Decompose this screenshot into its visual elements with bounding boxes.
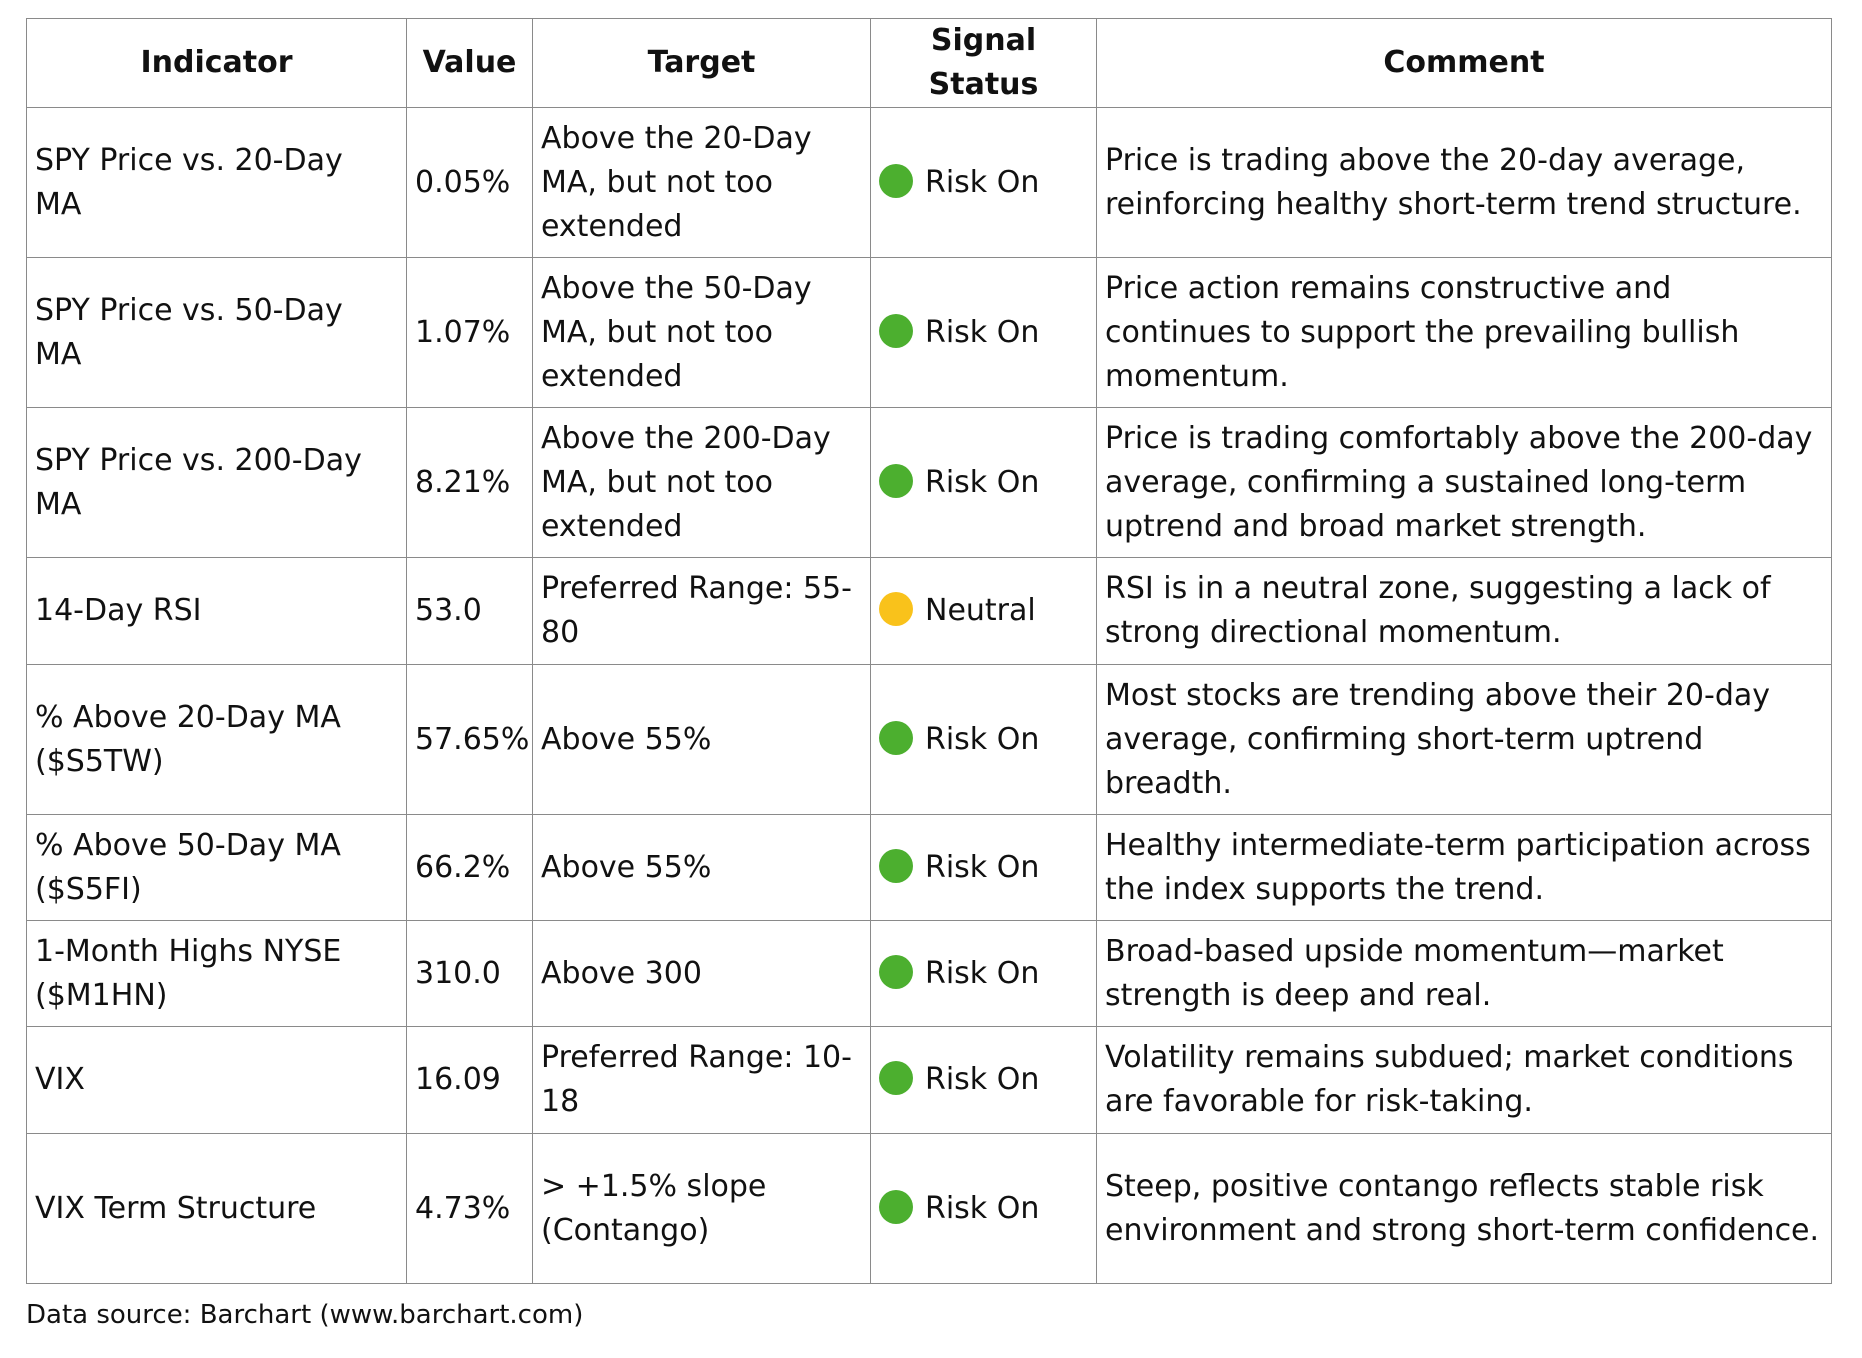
signal-status: Risk On — [925, 314, 1040, 350]
signal-status: Risk On — [925, 955, 1040, 991]
table-cell: 1-Month Highs NYSE ($M1HN) — [26, 920, 407, 1027]
header-cell: Value — [406, 18, 533, 108]
table-row: 14-Day RSI 53.0 Preferred Range: 55-80 Neut… — [26, 557, 1832, 665]
table-cell: % Above 20-Day MA ($S5TW) — [26, 664, 407, 815]
table-row: SPY Price vs. 200-Day MA 8.21% Above the 2… — [26, 407, 1832, 558]
table-cell: Healthy intermediate-term participation … — [1096, 814, 1832, 921]
table-cell: Above 300 — [532, 920, 871, 1027]
table-cell: VIX — [26, 1026, 407, 1134]
table-cell: Price is trading comfortably above the 2… — [1096, 407, 1832, 558]
signal-icon — [879, 954, 913, 989]
table-cell: 53.0 — [406, 557, 533, 665]
table-cell: 310.0 — [406, 920, 533, 1027]
table-cell: Preferred Range: 55-80 — [532, 557, 871, 665]
table-cell: Price is trading above the 20-day averag… — [1096, 107, 1832, 258]
table-cell: 57.65% — [406, 664, 533, 815]
signal-icon — [879, 848, 913, 883]
signal-cell: Risk On — [870, 814, 1097, 921]
table-row: SPY Price vs. 20-Day MA 0.05% Above the 20… — [26, 107, 1832, 258]
table-cell: 16.09 — [406, 1026, 533, 1134]
header-cell: Indicator — [26, 18, 407, 108]
signal-status: Risk On — [925, 1062, 1040, 1097]
signal-cell: Risk On — [870, 664, 1097, 815]
table-cell: Above the 20-Day MA, but not too extende… — [532, 107, 871, 258]
signal-cell: Risk On — [870, 407, 1097, 558]
data-source: Data source: Barchart (www.barchart.com) — [26, 1300, 584, 1330]
signal-icon — [879, 1189, 913, 1224]
table-cell: > +1.5% slope (Contango) — [532, 1133, 871, 1284]
signal-status: Neutral — [925, 593, 1036, 628]
table-cell: SPY Price vs. 200-Day MA — [26, 407, 407, 558]
table-row: SPY Price vs. 50-Day MA 1.07% Above the 50… — [26, 257, 1832, 408]
signal-cell: Risk On — [870, 920, 1097, 1027]
table-cell: Most stocks are trending above their 20-… — [1096, 664, 1832, 815]
signal-status: Risk On — [925, 721, 1040, 757]
signal-icon — [879, 592, 913, 626]
header-cell: Comment — [1096, 18, 1832, 108]
table-cell: 66.2% — [406, 814, 533, 921]
table-cell: 14-Day RSI — [26, 557, 407, 665]
signal-status: Risk On — [925, 464, 1040, 500]
signal-cell: Risk On — [870, 107, 1097, 258]
table-cell: % Above 50-Day MA ($S5FI) — [26, 814, 407, 921]
signal-icon — [879, 463, 913, 498]
table-cell: Steep, positive contango reflects stable… — [1096, 1133, 1832, 1284]
signal-icon — [879, 1061, 913, 1095]
table-cell: VIX Term Structure — [26, 1133, 407, 1284]
table-row: 1-Month Highs NYSE ($M1HN) 310.0 Above 300… — [26, 920, 1832, 1027]
table-cell: SPY Price vs. 50-Day MA — [26, 257, 407, 408]
table-row: VIX Term Structure 4.73% > +1.5% slope (Co… — [26, 1133, 1832, 1284]
signal-cell: Risk On — [870, 1026, 1097, 1134]
table-cell: 0.05% — [406, 107, 533, 258]
table-cell: SPY Price vs. 20-Day MA — [26, 107, 407, 258]
header-row: Indicator Value Target Signal Status Comment — [26, 18, 1832, 108]
header-cell: Signal Status — [870, 18, 1097, 108]
table-row: % Above 50-Day MA ($S5FI) 66.2% Above 55% R… — [26, 814, 1832, 921]
table-cell: RSI is in a neutral zone, suggesting a l… — [1096, 557, 1832, 665]
table-row: % Above 20-Day MA ($S5TW) 57.65% Above 55%… — [26, 664, 1832, 815]
signal-icon — [879, 163, 913, 198]
table-cell: 4.73% — [406, 1133, 533, 1284]
table-cell: Above 55% — [532, 814, 871, 921]
table-cell: Preferred Range: 10-18 — [532, 1026, 871, 1134]
signal-cell: Risk On — [870, 1133, 1097, 1284]
signal-status: Risk On — [925, 849, 1040, 885]
table-cell: 8.21% — [406, 407, 533, 558]
table-cell: Price action remains constructive and co… — [1096, 257, 1832, 408]
signal-status: Risk On — [925, 1190, 1040, 1226]
signal-icon — [879, 313, 913, 348]
signal-cell: Neutral — [870, 557, 1097, 665]
table-row: VIX 16.09 Preferred Range: 10-18 Risk On Vol… — [26, 1026, 1832, 1134]
signal-icon — [879, 720, 913, 755]
signal-cell: Risk On — [870, 257, 1097, 408]
table-cell: Above the 50-Day MA, but not too extende… — [532, 257, 871, 408]
signal-status: Risk On — [925, 164, 1040, 200]
indicator-table: Indicator Value Target Signal Status Comment… — [26, 18, 1832, 1284]
table-body: SPY Price vs. 20-Day MA 0.05% Above the 20… — [26, 107, 1832, 1284]
table-cell: 1.07% — [406, 257, 533, 408]
table-cell: Above 55% — [532, 664, 871, 815]
header-cell: Target — [532, 18, 871, 108]
table-cell: Broad-based upside momentum—market stren… — [1096, 920, 1832, 1027]
table-cell: Above the 200-Day MA, but not too extend… — [532, 407, 871, 558]
table-cell: Volatility remains subdued; market condi… — [1096, 1026, 1832, 1134]
